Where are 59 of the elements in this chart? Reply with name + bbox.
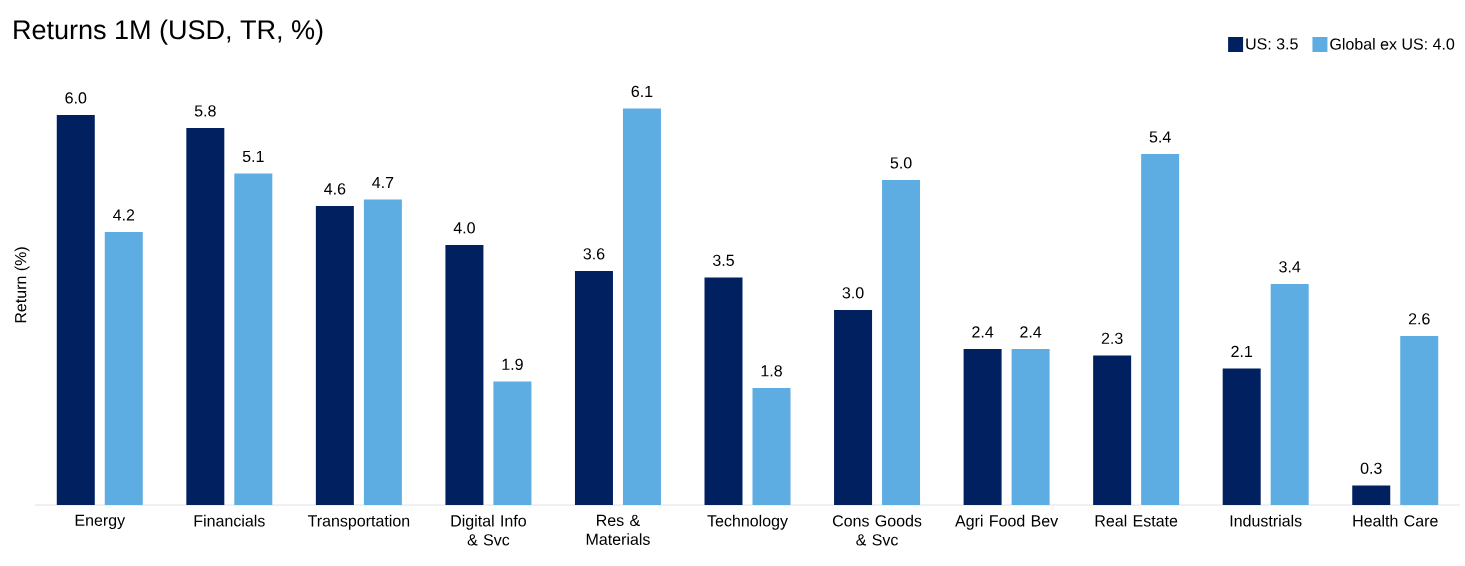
bar [752, 388, 791, 505]
x-tick-label: Res & Materials [586, 514, 650, 546]
bar [1352, 485, 1391, 505]
data-label: 3.4 [1279, 261, 1301, 273]
bar [56, 115, 95, 505]
data-label: 2.3 [1101, 332, 1123, 345]
x-tick-label: Cons Goods & Svc [832, 514, 922, 546]
bar [445, 245, 484, 505]
bar [315, 206, 354, 505]
data-label: 3.5 [712, 254, 734, 267]
data-label: 2.1 [1231, 345, 1253, 357]
bar [1011, 349, 1050, 505]
data-label: 6.1 [631, 85, 653, 98]
data-label: 1.8 [761, 365, 782, 377]
data-label: 5.0 [890, 157, 912, 169]
x-tick-label: Energy [75, 514, 126, 530]
bar [1400, 336, 1439, 505]
data-label: 2.6 [1408, 313, 1430, 325]
bar [882, 180, 921, 505]
data-label: 3.6 [583, 248, 605, 260]
bar [834, 310, 873, 505]
bar [234, 173, 273, 505]
data-label: 1.9 [502, 358, 523, 370]
bar [186, 128, 225, 505]
legend-label: Global ex US: 4.0 [1330, 38, 1455, 50]
data-label: 6.0 [65, 92, 87, 104]
bar [622, 108, 661, 505]
data-label: 4.2 [113, 209, 135, 221]
x-tick-label: Digital Info & Svc [451, 514, 526, 546]
data-label: 4.6 [324, 183, 346, 195]
bar [363, 199, 402, 505]
x-tick-label: Health Care [1353, 514, 1438, 527]
x-tick-label: Industrials [1230, 514, 1302, 527]
y-axis-title: Return (%) [14, 247, 30, 323]
bar [104, 232, 143, 505]
bar [704, 277, 743, 505]
bar [574, 271, 613, 505]
bar [1222, 368, 1261, 505]
data-label: 5.1 [242, 150, 264, 163]
data-label: 4.7 [372, 177, 394, 189]
x-tick-label: Transportation [307, 514, 410, 530]
data-label: 5.4 [1149, 131, 1171, 143]
data-label: 2.4 [972, 326, 994, 338]
data-label: 2.4 [1020, 326, 1042, 338]
bar [1093, 355, 1132, 505]
data-label: 4.0 [453, 222, 475, 234]
legend-label: US: 3.5 [1246, 38, 1298, 50]
x-tick-label: Agri Food Bev [955, 514, 1059, 530]
data-label: 3.0 [842, 287, 864, 299]
chart-title: Returns 1M (USD, TR, %) [14, 19, 323, 45]
bar [1141, 154, 1180, 505]
bar [493, 381, 532, 505]
x-tick-label: Technology [707, 514, 788, 530]
bar [963, 349, 1002, 505]
bar [1270, 284, 1309, 505]
data-label: 5.8 [194, 105, 216, 117]
x-tick-label: Financials [194, 514, 265, 527]
data-label: 0.3 [1360, 462, 1382, 474]
x-tick-label: Real Estate [1095, 514, 1178, 527]
